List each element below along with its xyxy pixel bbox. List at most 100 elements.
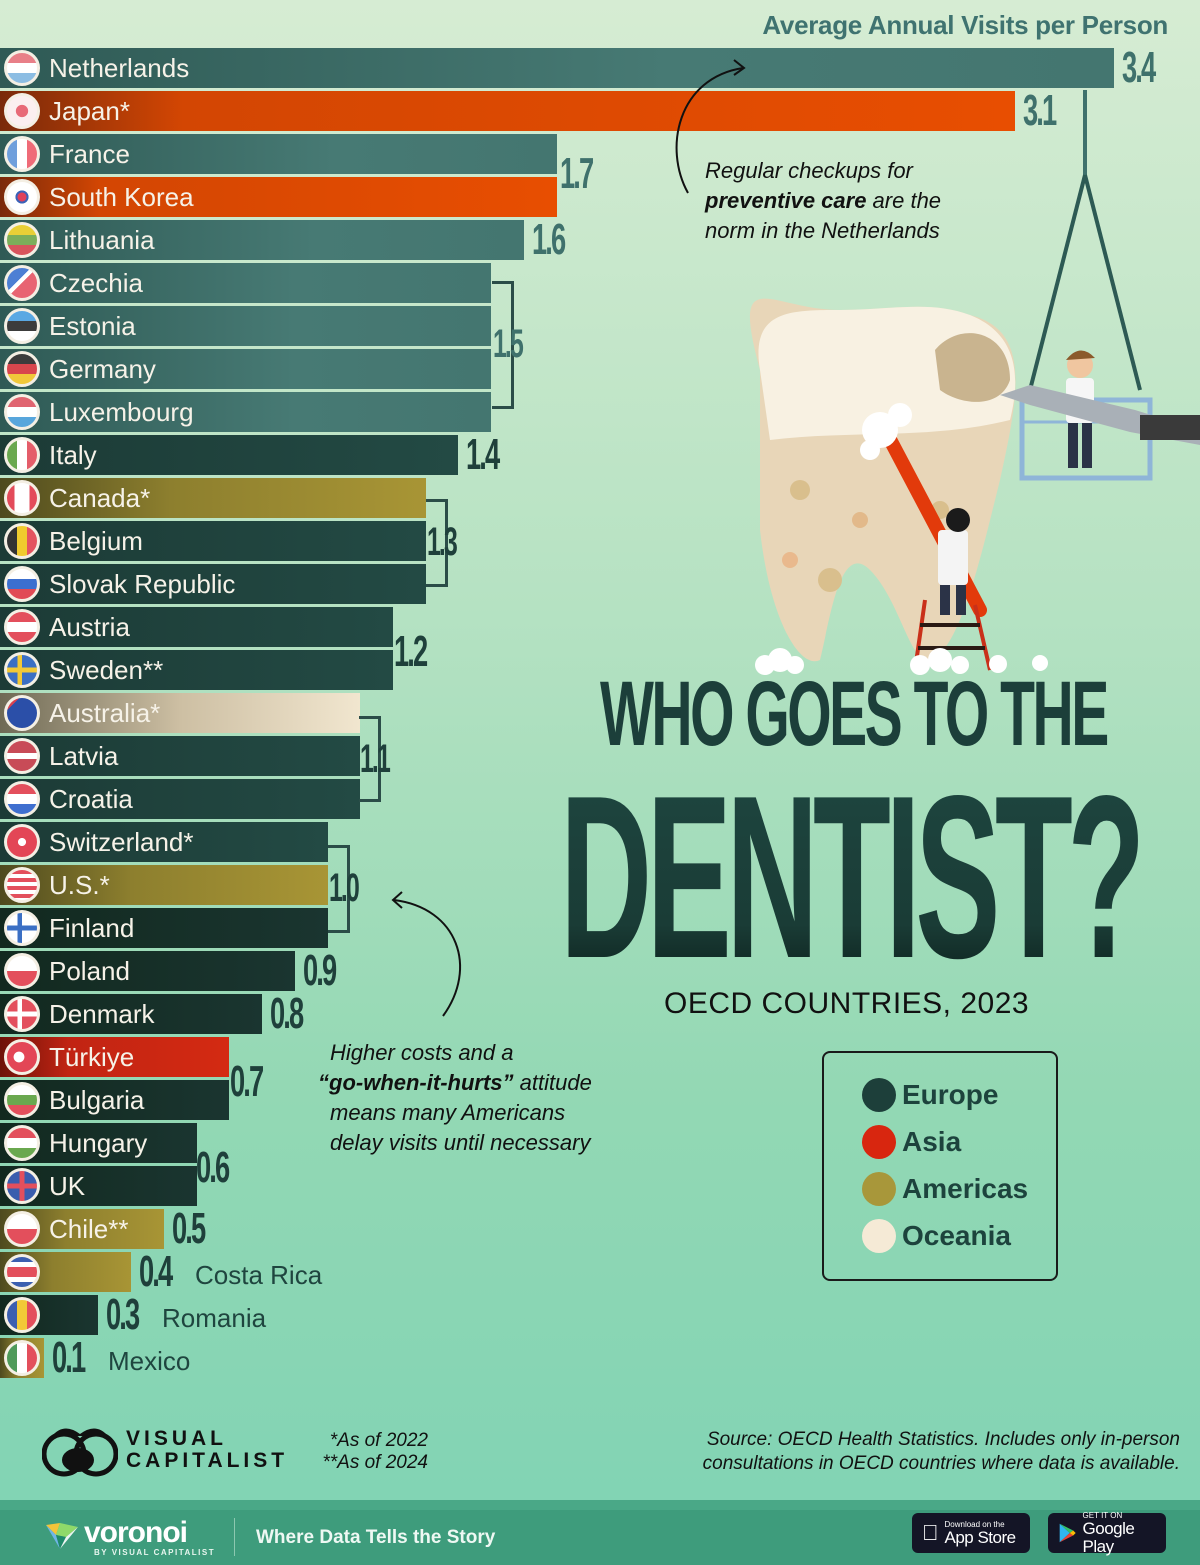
bar-sweden: Sweden**	[0, 650, 393, 690]
bar-costa-rica	[0, 1252, 131, 1292]
france-flag-icon	[4, 136, 40, 172]
value-label-romania: 0.3	[106, 1290, 140, 1339]
bar-label: Belgium	[49, 525, 143, 556]
poland-flag-icon	[4, 953, 40, 989]
bar-slovak-republic: Slovak Republic	[0, 564, 426, 604]
bar-australia: Australia*	[0, 693, 360, 733]
latvia-flag-icon	[4, 738, 40, 774]
title-line-2: DENTIST?	[560, 748, 1145, 1007]
bar-france: France	[0, 134, 557, 174]
bar-label: Netherlands	[49, 52, 190, 83]
value-label-chile: 0.5	[172, 1204, 206, 1253]
bulgaria-flag-icon	[4, 1082, 40, 1118]
belgium-flag-icon	[4, 523, 40, 559]
u-s-flag-icon	[4, 867, 40, 903]
americas-dot-icon	[862, 1172, 896, 1206]
bar-label: Estonia	[49, 310, 136, 341]
estonia-flag-icon	[4, 308, 40, 344]
apple-icon: 	[922, 1520, 939, 1546]
value-label-0-7: 0.7	[230, 1057, 264, 1106]
title-line-1: WHO GOES TO THE	[600, 663, 1109, 765]
bar-label: South Korea	[49, 181, 194, 212]
bracket-1-1	[359, 716, 381, 802]
binoculars-logo-icon	[42, 1428, 118, 1477]
lithuania-flag-icon	[4, 222, 40, 258]
bar-label: Sweden**	[49, 654, 164, 685]
bar-czechia: Czechia	[0, 263, 491, 303]
bar-label: Denmark	[49, 998, 155, 1029]
bar-label: Bulgaria	[49, 1084, 145, 1115]
bar-croatia: Croatia	[0, 779, 360, 819]
bar-finland: Finland	[0, 908, 328, 948]
netherlands-flag-icon	[4, 50, 40, 86]
visual-capitalist-logo: VISUAL CAPITALIST	[42, 1422, 288, 1478]
bar-label: Italy	[49, 439, 97, 470]
chile-flag-icon	[4, 1211, 40, 1247]
bar-label: Canada*	[49, 482, 151, 513]
voronoi-logo[interactable]: voronoi BY VISUAL CAPITALIST	[44, 1518, 215, 1557]
bar-mexico	[0, 1338, 44, 1378]
google-play-button[interactable]: GET IT ON Google Play	[1048, 1511, 1166, 1555]
t-rkiye-flag-icon	[4, 1039, 40, 1075]
slovak-republic-flag-icon	[4, 566, 40, 602]
value-label-denmark: 0.8	[270, 989, 304, 1038]
bracket-1-0	[328, 845, 350, 933]
bar-switzerland: Switzerland*	[0, 822, 328, 862]
bracket-1-5	[492, 281, 514, 409]
bar-label: Latvia	[49, 740, 119, 771]
legend-item-oceania: Oceania	[862, 1219, 1011, 1253]
netherlands-annotation: Regular checkups for preventive care are…	[705, 158, 942, 243]
value-label-1-5: 1.5	[493, 322, 524, 366]
hungary-flag-icon	[4, 1125, 40, 1161]
app-store-button[interactable]:  Download on the App Store	[912, 1513, 1030, 1553]
legend-item-americas: Americas	[862, 1172, 1028, 1206]
bar-bulgaria: Bulgaria	[0, 1080, 229, 1120]
value-label-poland: 0.9	[303, 946, 337, 995]
bar-label: Switzerland*	[49, 826, 194, 857]
voronoi-logo-icon	[46, 1522, 78, 1549]
value-label-netherlands: 3.4	[1122, 43, 1156, 92]
romania-flag-icon	[4, 1297, 40, 1333]
bar-label: Australia*	[49, 697, 161, 728]
bar-label: Finland	[49, 912, 135, 943]
bar-romania	[0, 1295, 98, 1335]
luxembourg-flag-icon	[4, 394, 40, 430]
value-label-1-0: 1.0	[329, 866, 360, 910]
bar-austria: Austria	[0, 607, 393, 647]
value-label-france-korea: 1.7	[560, 149, 594, 198]
source-note: Source: OECD Health Statistics. Includes…	[702, 1429, 1180, 1474]
bar-label: Poland	[49, 955, 130, 986]
denmark-flag-icon	[4, 996, 40, 1032]
costa-rica-flag-icon	[4, 1254, 40, 1290]
value-label-japan: 3.1	[1023, 86, 1057, 135]
dentist-illustration	[749, 90, 1200, 675]
bar-poland: Poland	[0, 951, 295, 991]
value-label-1-2: 1.2	[394, 627, 428, 676]
bar-label: Hungary	[49, 1127, 148, 1158]
bar-south-korea: South Korea	[0, 177, 557, 217]
value-label-lithuania: 1.6	[532, 215, 566, 264]
oceania-dot-icon	[862, 1219, 896, 1253]
canada-flag-icon	[4, 480, 40, 516]
axis-title: Average Annual Visits per Person	[762, 10, 1168, 40]
value-label-1-3: 1.3	[427, 520, 458, 564]
value-label-costa-rica: 0.4	[139, 1247, 173, 1296]
legend-item-europe: Europe	[862, 1078, 998, 1112]
bar-germany: Germany	[0, 349, 491, 389]
czechia-flag-icon	[4, 265, 40, 301]
bar-label: Slovak Republic	[49, 568, 236, 599]
bar-label: UK	[49, 1170, 86, 1201]
finland-flag-icon	[4, 910, 40, 946]
bar-denmark: Denmark	[0, 994, 262, 1034]
us-annotation: Higher costs and a “go-when-it-hurts” at…	[318, 1040, 592, 1155]
bar-label: Germany	[49, 353, 156, 384]
bar-label-outside: Costa Rica	[195, 1260, 323, 1290]
australia-flag-icon	[4, 695, 40, 731]
bracket-1-3	[426, 499, 448, 587]
italy-flag-icon	[4, 437, 40, 473]
bar-label: Luxembourg	[49, 396, 194, 427]
arrow-icon	[391, 891, 461, 1017]
value-label-mexico: 0.1	[52, 1333, 86, 1382]
tagline: Where Data Tells the Story	[256, 1527, 496, 1548]
legend-item-asia: Asia	[862, 1125, 961, 1159]
